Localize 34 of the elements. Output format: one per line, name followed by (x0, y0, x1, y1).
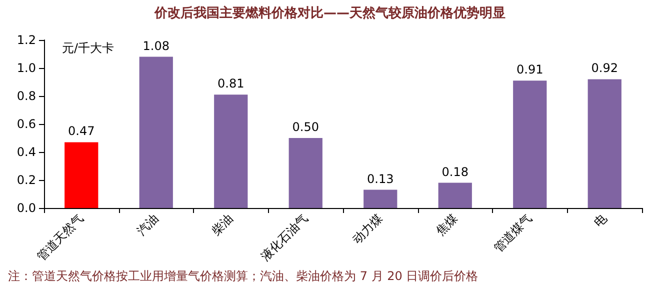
data-label: 0.47 (68, 124, 95, 138)
y-tick-label: 0.6 (16, 117, 36, 131)
y-tick-label: 1.0 (16, 61, 36, 75)
data-label: 1.08 (142, 38, 170, 53)
data-label: 0.81 (218, 76, 244, 91)
data-label: 0.50 (292, 120, 319, 134)
x-tick-label: 管道天然气 (34, 211, 86, 264)
bar (288, 138, 322, 208)
x-tick-label: 柴油 (208, 211, 236, 238)
y-tick-label: 1.2 (16, 33, 36, 47)
x-tick-label: 液化石油气 (258, 211, 311, 264)
bar (64, 142, 98, 208)
bar (438, 182, 472, 208)
y-tick-label: 0.2 (16, 173, 36, 187)
y-tick-label: 0.0 (16, 201, 36, 215)
bar (364, 190, 398, 208)
bar (139, 56, 173, 208)
text: 注：管道天然气价格按工业用增量气价格测算；汽油、柴油价格为 7 月 20 日调价后价格 (8, 269, 478, 283)
x-tick-label: 汽油 (134, 211, 162, 238)
x-tick-label: 焦煤 (433, 211, 460, 238)
data-label: 0.92 (591, 61, 618, 76)
x-tick-label: 动力煤 (350, 211, 386, 246)
data-label: 0.13 (367, 172, 394, 186)
chart-title: 价改后我国主要燃料价格对比——天然气较原油价格优势明显 (154, 5, 506, 21)
x-tick-label: 电 (591, 211, 610, 230)
y-axis-title: 元/千大卡 (62, 41, 114, 55)
data-label: 0.91 (516, 62, 544, 77)
y-tick-label: 0.4 (16, 145, 36, 159)
y-tick-label: 0.8 (16, 89, 36, 103)
bar (214, 94, 248, 208)
bar (513, 80, 547, 208)
data-label: 0.18 (442, 164, 468, 179)
x-tick-label: 管道煤气 (490, 211, 535, 255)
bar (588, 79, 622, 208)
